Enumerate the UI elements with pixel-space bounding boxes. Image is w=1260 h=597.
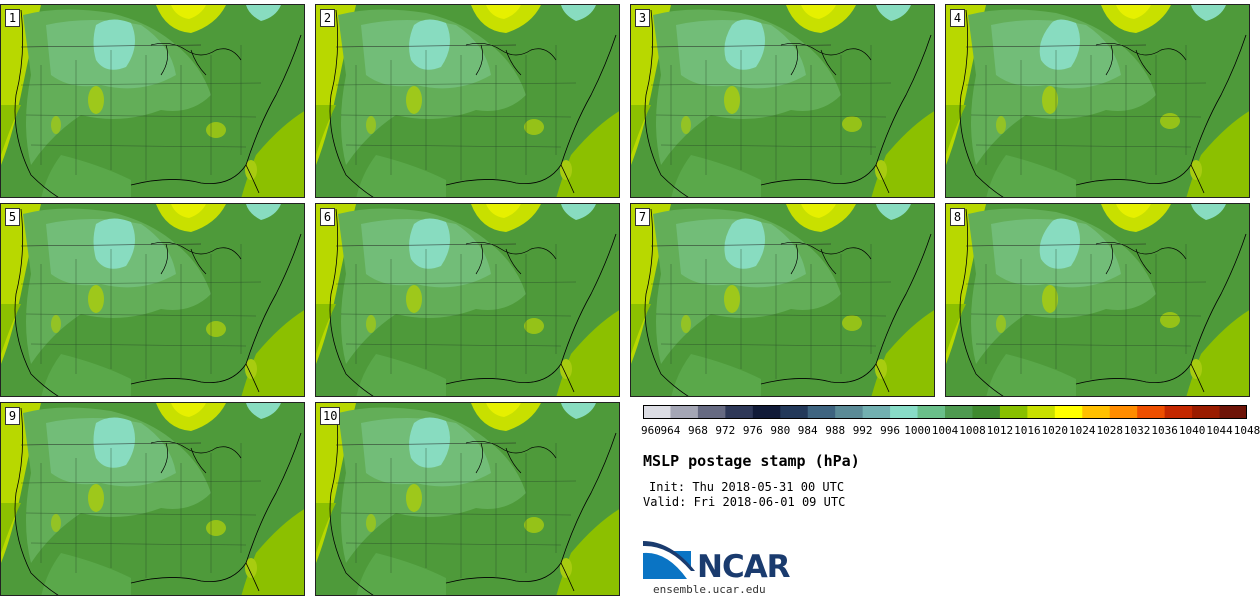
colorbar-segment: [670, 405, 699, 419]
colorbar-tick-label: 1040: [1178, 424, 1206, 437]
colorbar-segment: [1137, 405, 1166, 419]
colorbar-border: [643, 405, 1247, 419]
colorbar-tick-label: 1012: [986, 424, 1014, 437]
colorbar-tick-label: 976: [742, 424, 763, 437]
map-panel-1: 1: [0, 4, 305, 198]
map-panel-7: 7: [630, 203, 935, 397]
panel-number: 10: [320, 407, 341, 425]
colorbar-segment: [1027, 405, 1056, 419]
colorbar-segment: [780, 405, 809, 419]
colorbar-segment: [972, 405, 1001, 419]
colorbar-segment: [697, 405, 726, 419]
colorbar-tick-label: 992: [852, 424, 873, 437]
colorbar-segment: [752, 405, 781, 419]
map-panel-6: 6: [315, 203, 620, 397]
ncar-logo-icon: [643, 541, 695, 579]
colorbar-tick-label: 1016: [1014, 424, 1041, 437]
colorbar-tick-labels: 960 964 968 972 976 980 984 988 992 996 1000 1004 10…: [641, 424, 1260, 438]
colorbar-tick-label: 968: [687, 424, 708, 437]
panel-number: 6: [320, 208, 335, 226]
colorbar-tick-label: 1020: [1041, 424, 1069, 437]
panel-number: 2: [320, 9, 335, 27]
colorbar-tick-label: 1044: [1206, 424, 1233, 437]
panel-number: 1: [5, 9, 20, 27]
colorbar-segment: [1164, 405, 1193, 419]
map-panel-8: 8: [945, 203, 1250, 397]
colorbar-segment: [890, 405, 919, 419]
colorbar-segment: [945, 405, 973, 419]
colorbar-tick-label: 1048: [1233, 424, 1260, 437]
panel-number: 4: [950, 9, 965, 27]
panel-number: 7: [635, 208, 650, 226]
colorbar-segment: [1192, 405, 1221, 419]
valid-time: Valid: Fri 2018-06-01 09 UTC: [643, 495, 846, 509]
colorbar-tick-label: 1028: [1096, 424, 1123, 437]
site-url: ensemble.ucar.edu: [653, 583, 766, 596]
colorbar-segment: [917, 405, 946, 419]
map-panel-10: 10: [315, 402, 620, 596]
map-panel-2: 2: [315, 4, 620, 198]
colorbar-segment: [999, 405, 1028, 419]
colorbar-tick-label: 1004: [931, 424, 959, 437]
colorbar-tick-label: 996: [880, 424, 901, 437]
panel-number: 3: [635, 9, 650, 27]
colorbar-tick-label: 984: [797, 424, 818, 437]
init-time: Init: Thu 2018-05-31 00 UTC: [649, 480, 845, 494]
ncar-logo-text: NCAR: [697, 549, 791, 585]
colorbar-segment: [1109, 405, 1138, 419]
panel-number: 8: [950, 208, 965, 226]
colorbar-segment: [835, 405, 864, 419]
colorbar-segment: [725, 405, 754, 419]
map-title: MSLP postage stamp (hPa): [643, 452, 860, 470]
colorbar-segment: [1082, 405, 1111, 419]
colorbar-segment: [643, 405, 671, 419]
colorbar-tick-label: 1032: [1123, 424, 1151, 437]
colorbar-tick-label: 980: [770, 424, 791, 437]
colorbar-tick-label: 960: [641, 424, 661, 437]
map-panel-5: 5: [0, 203, 305, 397]
map-panel-4: 4: [945, 4, 1250, 198]
colorbar-segment: [1054, 405, 1083, 419]
panel-number: 5: [5, 208, 20, 226]
colorbar-tick-label: 1008: [959, 424, 986, 437]
map-panel-9: 9: [0, 402, 305, 596]
panel-number: 9: [5, 407, 20, 425]
colorbar-segment: [862, 405, 891, 419]
map-panel-3: 3: [630, 4, 935, 198]
colorbar-tick-label: 1036: [1151, 424, 1178, 437]
colorbar-tick-label: 1024: [1069, 424, 1096, 437]
colorbar-segment: [807, 405, 836, 419]
colorbar-tick-label: 1000: [904, 424, 931, 437]
colorbar-tick-label: 964: [660, 424, 681, 437]
colorbar-tick-label: 972: [715, 424, 736, 437]
pressure-colorbar: [643, 405, 1247, 419]
colorbar-tick-label: 988: [825, 424, 846, 437]
colorbar-segment: [1219, 405, 1247, 419]
